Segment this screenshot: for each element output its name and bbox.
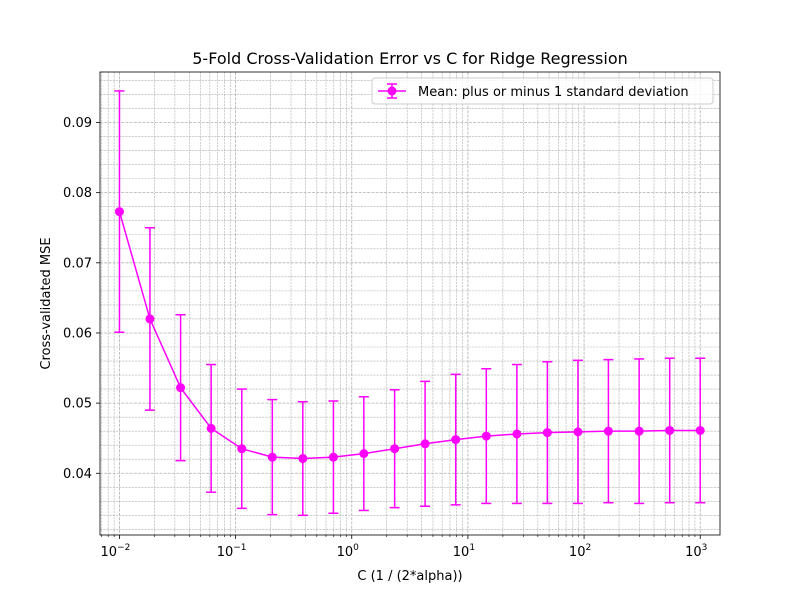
data-point <box>328 452 338 462</box>
data-point <box>114 207 124 217</box>
data-point <box>665 425 675 435</box>
data-point <box>542 428 552 438</box>
data-point <box>451 435 461 445</box>
x-tick-label: 103 <box>685 543 707 560</box>
data-point <box>573 427 583 437</box>
x-tick-label: 101 <box>453 543 475 560</box>
legend-marker <box>387 86 397 96</box>
plot-frame <box>99 71 721 536</box>
data-point <box>481 431 491 441</box>
legend: Mean: plus or minus 1 standard deviation <box>371 77 714 105</box>
y-tick-label: 0.07 <box>63 256 92 271</box>
data-point <box>390 444 400 454</box>
data-point <box>298 454 308 464</box>
y-tick-label: 0.04 <box>63 467 92 482</box>
x-axis-label: C (1 / (2*alpha)) <box>357 569 462 584</box>
data-point <box>634 426 644 436</box>
y-axis-label: Cross-validated MSE <box>39 237 54 369</box>
legend-series-marker <box>378 83 406 99</box>
legend-label: Mean: plus or minus 1 standard deviation <box>418 85 689 100</box>
x-tick-labels: 10−2 10−1 100 101 102 103 <box>101 543 708 560</box>
series-line <box>118 211 701 460</box>
series-line-layer <box>118 211 701 460</box>
data-point <box>695 425 705 435</box>
chart-title: 5-Fold Cross-Validation Error vs C for R… <box>192 49 628 68</box>
plot-area <box>100 72 720 535</box>
data-point <box>420 439 430 449</box>
data-point <box>176 383 186 393</box>
x-tick-label: 10−1 <box>217 543 247 560</box>
x-tick-label: 100 <box>337 543 360 560</box>
data-point-layer <box>114 207 705 464</box>
y-tick-label: 0.08 <box>63 186 92 201</box>
y-tick-label: 0.09 <box>63 116 92 131</box>
y-tick-label: 0.05 <box>63 397 92 412</box>
data-point <box>237 444 247 454</box>
x-tick-label: 10−2 <box>101 543 131 560</box>
data-point <box>145 314 155 324</box>
data-point <box>603 426 613 436</box>
data-point <box>267 452 277 462</box>
axis-ticks <box>96 122 701 539</box>
data-point <box>206 423 216 433</box>
y-tick-labels: 0.04 0.05 0.06 0.07 0.08 0.09 <box>63 116 92 482</box>
y-tick-label: 0.06 <box>63 326 92 341</box>
data-point <box>359 449 369 459</box>
data-point <box>512 429 522 439</box>
legend-box <box>371 77 714 105</box>
x-tick-label: 102 <box>569 543 591 560</box>
